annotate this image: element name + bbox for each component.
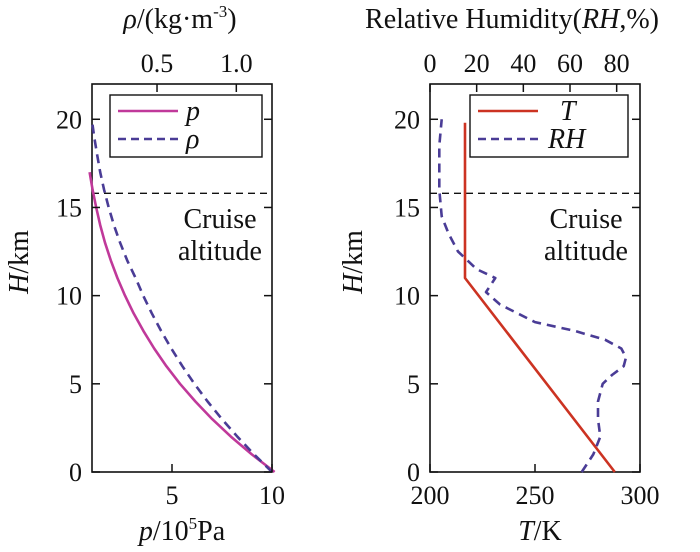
left-top-xtick-label-1: 1.0 [220, 49, 253, 78]
right-ytick-label-20: 20 [394, 105, 420, 134]
right-ytick-label-0: 0 [407, 458, 420, 487]
right-xtick-label-200: 200 [411, 481, 450, 510]
right-series-b-line [437, 119, 628, 473]
right-annotation-line2: altitude [544, 236, 628, 267]
left-ytick-label-0: 0 [69, 458, 82, 487]
left-series-b-line [90, 119, 273, 473]
left-legend-label-rho: ρ [185, 124, 199, 155]
right-xtick-label-250: 250 [516, 481, 555, 510]
right-legend-label-t: T [560, 96, 578, 127]
left-ytick-label-20: 20 [56, 105, 82, 134]
left-legend-box [109, 94, 263, 158]
right-legend-box [469, 94, 629, 158]
right-top-xtick-label-80: 80 [604, 49, 630, 78]
right-top-xtick-label-40: 40 [510, 49, 536, 78]
right-ytick-label-15: 15 [394, 193, 420, 222]
right-ytick-label-5: 5 [407, 370, 420, 399]
right-y-axis-title: H/km [338, 230, 369, 295]
right-top-axis-title: Relative Humidity(RH,%) [365, 4, 659, 35]
left-ytick-label-10: 10 [56, 282, 82, 311]
right-xtick-label-300: 300 [621, 481, 660, 510]
left-annotation-line2: altitude [178, 236, 262, 267]
left-x-axis-title: p/105Pa [137, 514, 226, 547]
left-ytick-label-15: 15 [56, 193, 82, 222]
left-xtick-label-5: 5 [166, 481, 179, 510]
right-x-axis-title: T/K [518, 516, 562, 547]
left-annotation-line1: Cruise [183, 204, 256, 235]
left-plot-frame [91, 83, 273, 473]
right-top-xtick-label-0: 0 [424, 49, 437, 78]
right-top-xtick-label-20: 20 [464, 49, 490, 78]
right-annotation-line1: Cruise [549, 204, 622, 235]
right-ytick-label-10: 10 [394, 282, 420, 311]
right-legend-label-rh: RH [547, 124, 587, 155]
right-top-xtick-label-60: 60 [557, 49, 583, 78]
right-series-a-line [463, 122, 616, 473]
left-top-axis-title: ρ/(kg·m-3) [122, 2, 236, 35]
left-top-xtick-label-0.5: 0.5 [141, 49, 174, 78]
left-y-axis-title: H/km [4, 230, 35, 295]
left-xtick-label-10: 10 [259, 481, 285, 510]
left-legend-label-p: p [184, 96, 200, 127]
left-ytick-label-5: 5 [69, 370, 82, 399]
left-series-a-line [88, 171, 276, 474]
